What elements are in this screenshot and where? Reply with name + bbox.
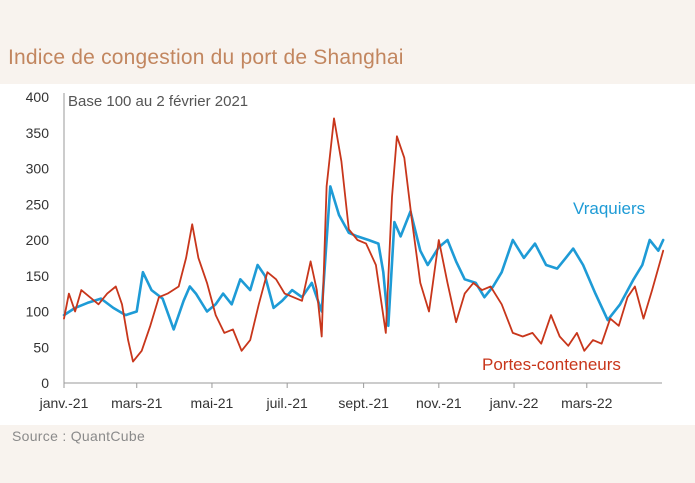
series-label-portes-conteneurs: Portes-conteneurs (482, 355, 621, 374)
x-tick-label: janv.-21 (39, 395, 89, 411)
y-tick-labels: 0 50 100 150 200 250 300 350 400 (26, 89, 50, 391)
y-tick-label: 300 (26, 161, 50, 177)
chart-axes (63, 93, 662, 384)
x-tick-labels: janv.-21 mars-21 mai-21 juil.-21 sept.-21 nov… (39, 383, 613, 411)
series-line-vraquiers (62, 185, 665, 331)
y-tick-label: 350 (26, 125, 50, 141)
x-tick-label: janv.-22 (489, 395, 539, 411)
base-note: Base 100 au 2 février 2021 (68, 93, 248, 110)
y-tick-label: 250 (26, 196, 50, 212)
y-tick-label: 50 (33, 339, 49, 355)
y-tick-label: 200 (26, 232, 50, 248)
source-note: Source : QuantCube (12, 428, 146, 444)
x-tick-label: sept.-21 (338, 395, 389, 411)
x-tick-label: mars-21 (111, 395, 163, 411)
x-tick-label: juil.-21 (266, 395, 308, 411)
x-tick-label: mars-22 (561, 395, 613, 411)
series-line-portes-conteneurs (63, 117, 665, 363)
x-tick-label: nov.-21 (416, 395, 462, 411)
y-tick-label: 400 (26, 89, 50, 105)
series-label-vraquiers: Vraquiers (573, 199, 645, 218)
y-tick-label: 150 (26, 268, 50, 284)
congestion-chart: 0 50 100 150 200 250 300 350 400 janv.-21 mars-21… (26, 89, 665, 411)
y-tick-label: 0 (41, 375, 49, 391)
page-title: Indice de congestion du port de Shanghai (8, 46, 404, 69)
x-tick-label: mai-21 (191, 395, 234, 411)
y-tick-label: 100 (26, 304, 50, 320)
series-layer (62, 117, 665, 363)
chart-panel: 0 50 100 150 200 250 300 350 400 janv.-21 mars-21… (0, 84, 695, 425)
